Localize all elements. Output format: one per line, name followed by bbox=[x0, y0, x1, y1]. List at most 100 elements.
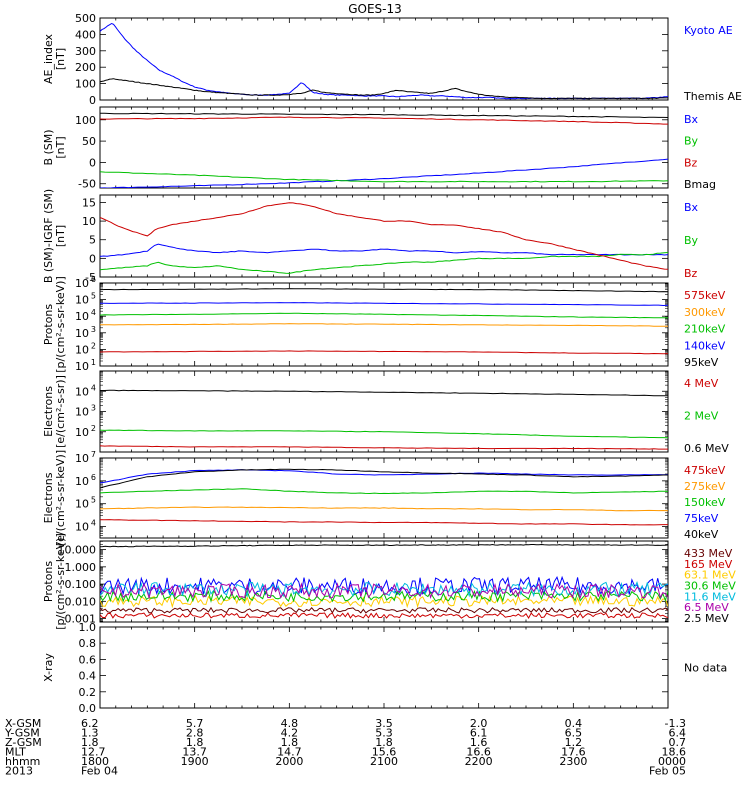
y-tick-label: 10 bbox=[75, 475, 89, 488]
legend-label: 2.5 MeV bbox=[684, 612, 729, 625]
series-line-by bbox=[100, 252, 668, 274]
y-tick-label: 50 bbox=[82, 135, 96, 148]
legend-label: 40keV bbox=[684, 528, 719, 541]
x-label-value: 4.8 bbox=[281, 717, 299, 730]
x-label-value: 0.4 bbox=[565, 717, 583, 730]
y-tick-exponent: 7 bbox=[91, 450, 96, 459]
y-tick-exponent: 2 bbox=[91, 341, 96, 350]
y-tick-exponent: 6 bbox=[91, 275, 96, 284]
x-label-value: 1.8 bbox=[375, 736, 393, 749]
legend-label: By bbox=[684, 135, 699, 148]
legend-label: 95keV bbox=[684, 356, 719, 369]
y-tick-label: 100 bbox=[75, 114, 96, 127]
y-tick-exponent: 4 bbox=[91, 519, 96, 528]
y-tick-label: 10 bbox=[75, 277, 89, 290]
y-axis-unit: [nT] bbox=[54, 225, 67, 247]
panel-2: 100 50 0 -50 B (SM) [nT] Bx By Bz Bmag bbox=[42, 106, 716, 191]
y-tick-label: 0.8 bbox=[79, 637, 97, 650]
x-label-value: 5.7 bbox=[186, 717, 204, 730]
date-start-label: Feb 04 bbox=[81, 765, 118, 778]
x-label-value: 1.3 bbox=[81, 727, 99, 740]
series-line-noise bbox=[100, 575, 668, 596]
y-tick-exponent: 3 bbox=[91, 404, 96, 413]
x-label-value: 2100 bbox=[370, 755, 398, 768]
date-end-label: Feb 05 bbox=[649, 765, 686, 778]
panel-frame bbox=[99, 626, 669, 709]
panel-3: 15 10 5 0 -5 B (SM)-IGRF (SM) [nT] Bx By Bz bbox=[42, 189, 699, 284]
y-axis-unit: [e/(cm²-s-sr-keV)] bbox=[54, 450, 67, 546]
x-label-row-name: X-GSM bbox=[5, 717, 41, 730]
series-line-433-mev bbox=[100, 606, 668, 614]
y-tick-label: 0.0 bbox=[79, 702, 97, 715]
y-tick-label: 500 bbox=[75, 12, 96, 25]
y-axis-unit: [p/(cm²-s-sr-keV)] bbox=[54, 276, 67, 373]
x-label-value: 6.4 bbox=[669, 727, 687, 740]
y-tick-exponent: 3 bbox=[91, 325, 96, 334]
y-tick-label: 10 bbox=[75, 521, 89, 534]
x-label-value: 4.2 bbox=[281, 727, 299, 740]
series-line-0-6-mev bbox=[100, 389, 668, 397]
year-label: 2013 bbox=[5, 765, 33, 778]
x-label-value: 1.6 bbox=[470, 736, 488, 749]
panel-frame bbox=[99, 457, 669, 539]
panel-frame bbox=[99, 370, 669, 453]
x-label-row-name: Y-GSM bbox=[4, 727, 40, 740]
y-tick-label: 0.100 bbox=[65, 578, 97, 591]
no-data-note: No data bbox=[684, 662, 727, 675]
legend-label: Themis AE bbox=[683, 90, 742, 103]
x-label-value: 0.7 bbox=[669, 736, 687, 749]
y-tick-exponent: 2 bbox=[91, 424, 96, 433]
x-label-row-name: Z-GSM bbox=[5, 736, 42, 749]
y-tick-label: -50 bbox=[78, 178, 96, 191]
y-axis-unit: [nT] bbox=[54, 48, 67, 70]
x-label-value: 16.6 bbox=[466, 746, 491, 759]
series-line-bx bbox=[100, 243, 668, 257]
y-tick-label: 10 bbox=[75, 360, 89, 373]
y-tick-exponent: 5 bbox=[91, 292, 96, 301]
legend-label: 140keV bbox=[684, 339, 726, 352]
series-line-kyoto-ae bbox=[100, 22, 668, 100]
y-tick-label: 10 bbox=[75, 327, 89, 340]
x-label-value: 2000 bbox=[275, 755, 303, 768]
series-line-6-5-mev bbox=[100, 582, 668, 600]
series-line-575kev bbox=[100, 350, 668, 355]
y-tick-label: 0.2 bbox=[79, 686, 97, 699]
y-axis-label: B (SM) bbox=[42, 129, 55, 165]
series-line-bz bbox=[100, 202, 668, 270]
x-label-value: 14.7 bbox=[277, 746, 302, 759]
series-line-210kev bbox=[100, 312, 668, 319]
y-axis-label: Protons bbox=[42, 304, 55, 345]
series-line-40kev bbox=[100, 468, 668, 489]
legend-label: 75keV bbox=[684, 512, 719, 525]
legend-label: 4 MeV bbox=[684, 377, 719, 390]
y-tick-label: 10.000 bbox=[58, 544, 97, 557]
y-tick-label: 1.0 bbox=[79, 621, 97, 634]
series-line-4-mev bbox=[100, 445, 668, 450]
legend-label: 6.5 MeV bbox=[684, 601, 729, 614]
legend-label: 0.6 MeV bbox=[684, 442, 729, 455]
series-line-2-mev bbox=[100, 429, 668, 439]
y-tick-exponent: 4 bbox=[91, 308, 96, 317]
legend-label: 300keV bbox=[684, 306, 726, 319]
y-tick-label: 10 bbox=[75, 406, 89, 419]
y-tick-label: 400 bbox=[75, 28, 96, 41]
x-axis-labels: X-GSM 6.2 5.7 4.8 3.5 2.0 0.4 -1.3 Y-GSM 1.3 2.8 4.… bbox=[4, 717, 686, 778]
panel-1: 500 400 300 200 100 0 AE_index [nT] Kyoto AE Them… bbox=[42, 12, 742, 107]
x-label-value: 2.0 bbox=[470, 717, 488, 730]
legend-label: 475keV bbox=[684, 464, 726, 477]
legend-label: 150keV bbox=[684, 496, 726, 509]
x-label-value: 1900 bbox=[181, 755, 209, 768]
series-line-themis-ae bbox=[100, 78, 668, 100]
panel-frame bbox=[99, 17, 669, 101]
legend-label: 275keV bbox=[684, 480, 726, 493]
series-line-bz bbox=[100, 116, 668, 125]
panel-8: 1.0 0.8 0.6 0.4 0.2 0.0 X-ray No data bbox=[42, 621, 727, 715]
y-tick-label: 10 bbox=[75, 426, 89, 439]
y-tick-label: 10 bbox=[75, 498, 89, 511]
y-tick-label: 0.010 bbox=[65, 595, 97, 608]
x-label-value: 12.7 bbox=[81, 746, 106, 759]
panel-frame bbox=[99, 194, 669, 278]
x-label-value: 0000 bbox=[658, 755, 686, 768]
